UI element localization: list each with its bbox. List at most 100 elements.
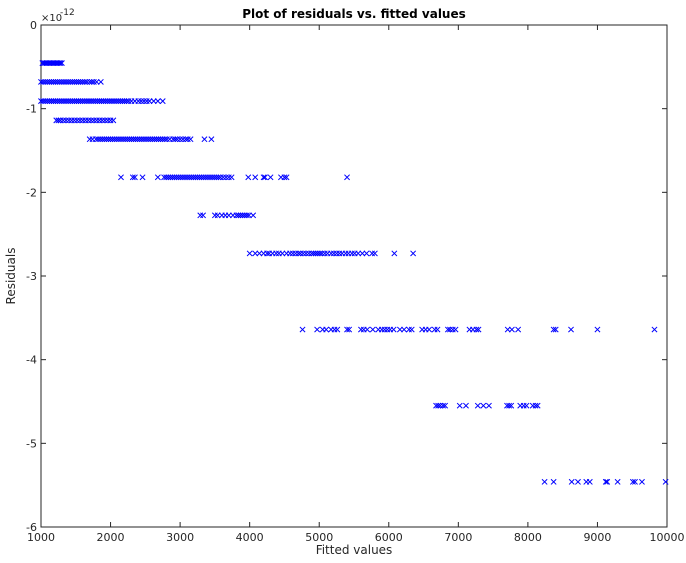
- x-tick-label: 10000: [650, 531, 685, 544]
- data-point: [508, 326, 515, 333]
- data-point: [159, 98, 166, 105]
- data-point: [363, 250, 370, 257]
- chart-title: Plot of residuals vs. fitted values: [242, 7, 466, 21]
- data-point: [485, 402, 492, 409]
- data-point: [314, 326, 321, 333]
- data-point: [523, 402, 530, 409]
- data-point: [463, 402, 469, 409]
- y-axis-title: Residuals: [4, 248, 18, 305]
- data-point: [88, 78, 95, 85]
- data-point: [390, 326, 397, 333]
- data-point: [58, 60, 65, 67]
- data-point: [473, 326, 480, 333]
- data-point: [154, 98, 161, 105]
- data-point: [323, 326, 330, 333]
- data-point: [575, 478, 581, 485]
- data-point: [442, 402, 449, 409]
- data-point: [602, 478, 609, 485]
- y-tick-label: 0: [30, 19, 37, 32]
- data-point: [215, 174, 222, 181]
- data-point: [243, 212, 250, 219]
- data-point: [639, 478, 645, 485]
- data-point: [154, 174, 161, 181]
- data-point: [123, 98, 130, 105]
- data-point: [131, 174, 138, 181]
- data-point: [81, 78, 88, 85]
- data-point: [208, 136, 215, 143]
- data-point: [250, 212, 257, 219]
- data-point: [281, 174, 288, 181]
- data-point: [267, 174, 274, 181]
- data-point: [474, 402, 481, 409]
- data-point: [201, 136, 208, 143]
- data-point: [118, 174, 124, 181]
- y-tick-label: -2: [26, 186, 37, 199]
- data-point: [401, 326, 408, 333]
- data-point: [182, 136, 189, 143]
- data-point: [161, 136, 168, 143]
- data-point: [334, 326, 341, 333]
- y-tick-label: -5: [26, 437, 37, 450]
- data-point: [57, 60, 64, 67]
- data-point: [245, 174, 252, 181]
- data-point: [299, 326, 306, 333]
- data-point: [594, 326, 601, 333]
- x-tick-label: 4000: [236, 531, 264, 544]
- data-point: [534, 402, 541, 409]
- data-point: [252, 174, 259, 181]
- data-point: [262, 174, 268, 181]
- data-point: [552, 326, 559, 333]
- data-point: [541, 478, 548, 485]
- data-point: [55, 117, 62, 124]
- x-tick-label: 3000: [166, 531, 194, 544]
- x-tick-label: 8000: [514, 531, 542, 544]
- x-tick-label: 2000: [97, 531, 125, 544]
- data-point: [662, 478, 669, 485]
- x-tick-label: 1000: [27, 531, 55, 544]
- data-point: [440, 402, 446, 409]
- data-point: [256, 250, 263, 257]
- data-point: [344, 174, 350, 181]
- axis-ticks: 1000 2000 3000 4000 5000 6000 7000 8000 9000 1000…: [26, 19, 684, 544]
- data-point: [312, 250, 319, 257]
- data-point: [586, 478, 593, 485]
- plot-area: [40, 24, 668, 528]
- data-point: [550, 326, 557, 333]
- data-point: [480, 402, 487, 409]
- data-point: [295, 250, 302, 257]
- data-point: [506, 402, 513, 409]
- y-tick-label: -6: [26, 521, 37, 534]
- y-tick-label: -3: [26, 270, 37, 283]
- data-point: [568, 478, 575, 485]
- data-point: [391, 250, 398, 257]
- data-point: [410, 250, 417, 257]
- data-point: [632, 478, 638, 485]
- data-point: [110, 117, 117, 124]
- data-point: [246, 250, 253, 257]
- x-axis-title: Fitted values: [316, 543, 393, 557]
- data-point: [172, 136, 179, 143]
- data-point: [651, 326, 658, 333]
- x-tick-label: 7000: [444, 531, 472, 544]
- data-point: [426, 326, 433, 333]
- data-point: [344, 326, 350, 333]
- data-point: [200, 212, 207, 219]
- x-tick-label: 5000: [305, 531, 333, 544]
- data-point: [614, 478, 621, 485]
- data-point: [629, 478, 636, 485]
- data-point: [264, 250, 271, 257]
- data-point: [475, 326, 482, 333]
- data-points: [38, 60, 669, 485]
- data-point: [452, 326, 459, 333]
- data-point: [408, 326, 415, 333]
- data-point: [434, 326, 441, 333]
- data-point: [228, 174, 235, 181]
- data-point: [444, 326, 451, 333]
- data-point: [371, 250, 378, 257]
- x-tick-label: 6000: [375, 531, 403, 544]
- data-point: [139, 174, 146, 181]
- data-point: [97, 78, 104, 85]
- y-axis-exponent-base: ×10: [41, 13, 62, 24]
